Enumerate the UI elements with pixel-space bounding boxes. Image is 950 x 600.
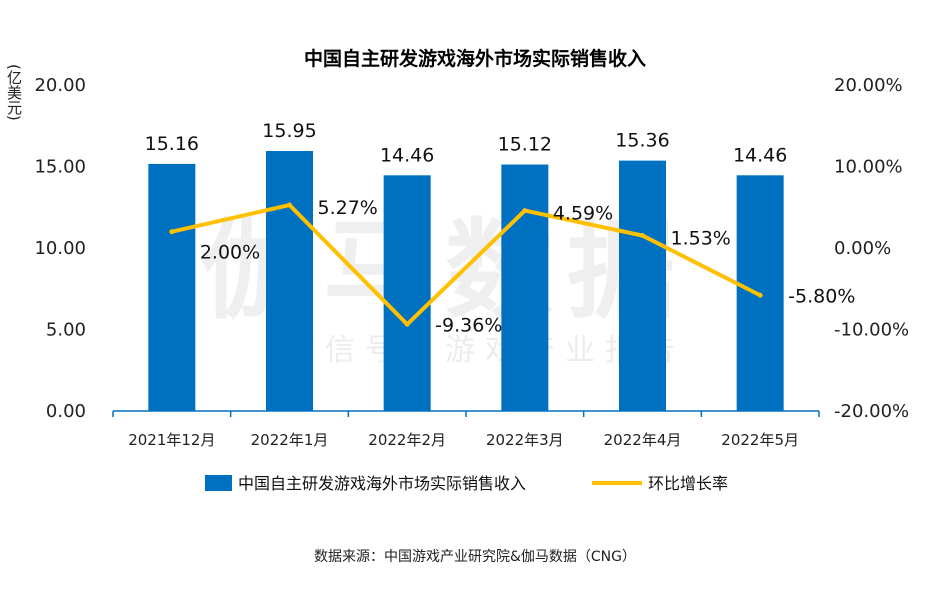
x-tick-label: 2021年12月	[128, 431, 215, 449]
x-tick-label: 2022年2月	[368, 431, 446, 449]
legend-swatch-bars	[205, 475, 232, 491]
bar	[383, 175, 431, 411]
x-tick-label: 2022年5月	[721, 431, 799, 449]
legend-label-bars: 中国自主研发游戏海外市场实际销售收入	[238, 474, 526, 493]
watermark-sub: 微信号：游戏产业报告	[285, 333, 685, 368]
growth-rate-point	[522, 208, 528, 214]
line-value-label: 1.53%	[671, 228, 731, 250]
chart-title: 中国自主研发游戏海外市场实际销售收入	[304, 47, 646, 70]
line-value-label: 4.59%	[553, 203, 613, 225]
bar	[501, 164, 549, 411]
y2-tick-label: 20.00%	[834, 75, 903, 96]
bar-value-label: 15.16	[145, 133, 199, 155]
growth-rate-point	[287, 202, 292, 208]
y-tick-label: 0.00	[46, 401, 86, 422]
bar-value-label: 14.46	[733, 144, 787, 166]
y2-tick-label: -10.00%	[834, 320, 909, 341]
y2-tick-label: 10.00%	[834, 157, 903, 178]
y2-tick-label: 0.00%	[834, 238, 891, 259]
bar-value-label: 15.95	[262, 120, 316, 142]
y-tick-label: 20.00	[34, 75, 86, 96]
data-source: 数据来源：中国游戏产业研究院&伽马数据（CNG）	[314, 549, 636, 565]
legend: 中国自主研发游戏海外市场实际销售收入 环比增长率	[205, 474, 728, 493]
x-tick-label: 2022年3月	[486, 431, 564, 449]
legend-label-line: 环比增长率	[648, 474, 728, 493]
growth-rate-line	[171, 203, 762, 327]
y-tick-label: 15.00	[34, 157, 86, 178]
bar-value-label: 14.46	[380, 144, 434, 166]
y-tick-label: 5.00	[46, 320, 86, 341]
line-value-label: 5.27%	[318, 197, 378, 219]
line-value-label: -9.36%	[435, 314, 502, 336]
y-axis-unit-label: (亿美元)	[5, 64, 23, 121]
growth-rate-point	[404, 321, 410, 327]
growth-rate-point	[640, 233, 645, 239]
bar-value-label: 15.36	[615, 130, 669, 152]
bar	[148, 163, 196, 411]
line-value-label: -5.80%	[788, 285, 855, 307]
growth-rate-point	[757, 292, 763, 298]
x-tick-label: 2022年1月	[251, 431, 329, 449]
bar	[266, 151, 313, 411]
growth-rate-point	[169, 229, 175, 235]
x-tick-label: 2022年4月	[604, 431, 682, 449]
bar	[619, 160, 666, 411]
bar-value-label: 15.12	[498, 134, 552, 156]
line-value-label: 2.00%	[200, 242, 260, 264]
y-tick-label: 10.00	[34, 238, 86, 259]
y2-tick-label: -20.00%	[834, 401, 909, 422]
